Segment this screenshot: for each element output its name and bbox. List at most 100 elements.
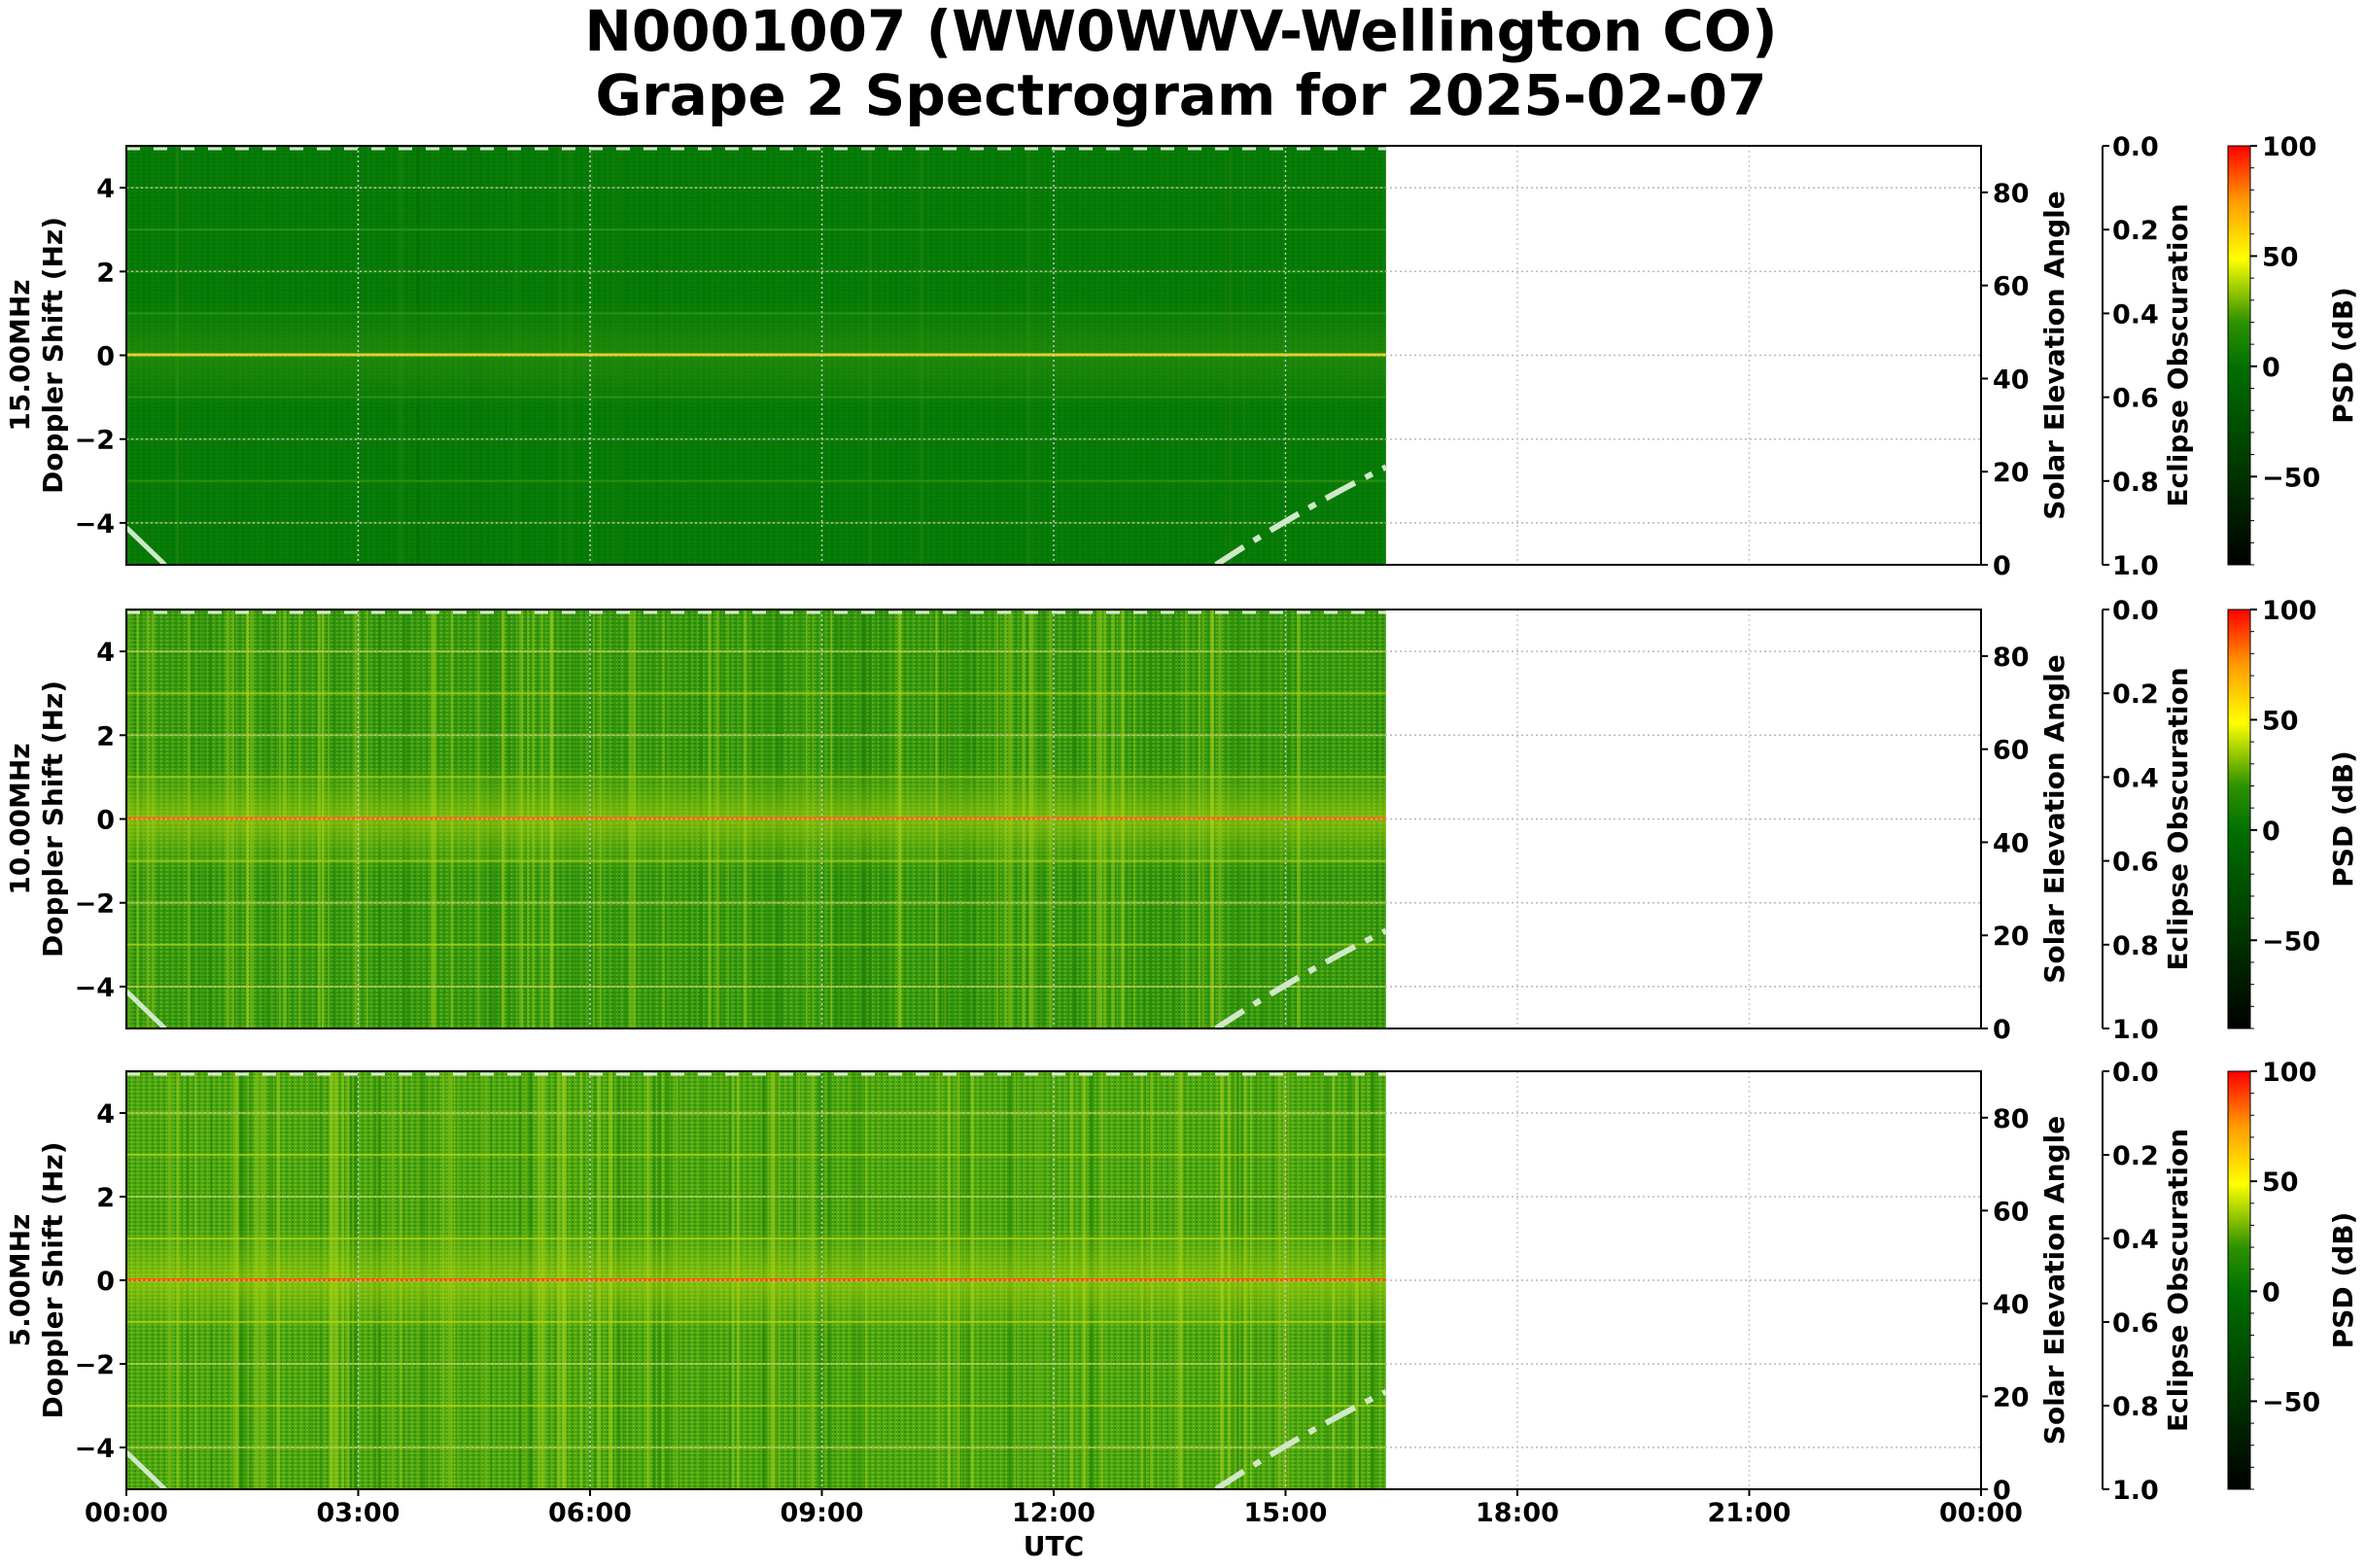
panel-10-00mhz: 420−2−410.00MHz Doppler Shift (Hz)0204060…: [4, 596, 2359, 1045]
colorbar-tick: −50: [2262, 1387, 2320, 1417]
eclipse-obscuration-axis-label: Eclipse Obscuration: [2162, 667, 2194, 970]
colorbar-tick: 100: [2262, 596, 2316, 626]
eclipse-obscuration-tick: 0.0: [2112, 132, 2159, 162]
eclipse-obscuration-tick: 1.0: [2112, 551, 2159, 581]
y-tick-label: 2: [96, 1183, 115, 1213]
x-tick-label: 09:00: [781, 1498, 864, 1528]
figure-title-line2: Grape 2 Spectrogram for 2025-02-07: [596, 62, 1767, 128]
x-tick-label: 00:00: [1939, 1498, 2023, 1528]
eclipse-obscuration-tick: 0.2: [2112, 1141, 2159, 1171]
doppler-shift-axis-label: Doppler Shift (Hz): [37, 217, 69, 494]
eclipse-obscuration-tick: 0.4: [2112, 1225, 2159, 1255]
panel-15-00mhz: 420−2−415.00MHz Doppler Shift (Hz)0204060…: [4, 132, 2359, 581]
eclipse-obscuration-tick: 0.6: [2112, 384, 2159, 414]
carrier-line: [126, 1278, 1386, 1281]
y-tick-label: −2: [75, 426, 115, 456]
solar-elevation-curve: [124, 525, 167, 567]
eclipse-obscuration-tick: 0.2: [2112, 216, 2159, 246]
eclipse-obscuration-tick: 0.2: [2112, 679, 2159, 710]
eclipse-obscuration-tick: 0.8: [2112, 468, 2159, 498]
y-tick-label: 4: [96, 638, 115, 668]
y-tick-label: −2: [75, 889, 115, 920]
solar-elevation-tick: 40: [1993, 365, 2030, 395]
eclipse-obscuration-tick: 1.0: [2112, 1015, 2159, 1045]
x-tick-label: 21:00: [1708, 1498, 1791, 1528]
x-tick-label: 15:00: [1244, 1498, 1328, 1528]
solar-elevation-curve: [1214, 464, 1388, 568]
frequency-label: 15.00MHz: [4, 279, 36, 431]
colorbar-tick: 50: [2262, 1167, 2299, 1198]
solar-elevation-axis-label: Solar Elevation Angle: [2038, 191, 2070, 519]
y-tick-label: 2: [96, 258, 115, 288]
frequency-label: 5.00MHz: [4, 1214, 36, 1347]
doppler-shift-axis-label: Doppler Shift (Hz): [37, 1141, 69, 1418]
solar-elevation-curve: [124, 1449, 167, 1491]
solar-elevation-curve: [124, 989, 167, 1030]
eclipse-obscuration-tick: 0.6: [2112, 1308, 2159, 1339]
solar-elevation-tick: 0: [1993, 1015, 2011, 1045]
solar-elevation-tick: 60: [1993, 272, 2030, 302]
x-tick-label: 12:00: [1012, 1498, 1096, 1528]
colorbar: [2227, 145, 2251, 566]
eclipse-obscuration-axis-label: Eclipse Obscuration: [2162, 1129, 2194, 1432]
x-axis-label: UTC: [1024, 1530, 1084, 1562]
y-tick-label: 4: [96, 1099, 115, 1130]
y-tick-label: 2: [96, 721, 115, 751]
solar-elevation-tick: 20: [1993, 1382, 2030, 1412]
x-tick-label: 06:00: [548, 1498, 632, 1528]
colorbar-tick: 50: [2262, 242, 2299, 272]
psd-colorbar-label: PSD (dB): [2327, 1212, 2359, 1349]
colorbar: [2227, 1070, 2251, 1490]
colorbar-tick: −50: [2262, 463, 2320, 493]
carrier-line: [126, 817, 1386, 820]
solar-elevation-tick: 40: [1993, 1290, 2030, 1320]
figure-title-line1: N0001007 (WW0WWV-Wellington CO): [584, 0, 1777, 64]
eclipse-obscuration-tick: 0.8: [2112, 931, 2159, 961]
colorbar-tick: 50: [2262, 706, 2299, 736]
doppler-shift-axis-label: Doppler Shift (Hz): [37, 680, 69, 958]
solar-elevation-tick: 80: [1993, 643, 2030, 673]
y-tick-label: −4: [75, 509, 115, 540]
eclipse-obscuration-tick: 0.4: [2112, 763, 2159, 793]
panels: 420−2−415.00MHz Doppler Shift (Hz)0204060…: [4, 132, 2359, 1506]
y-tick-label: 4: [96, 174, 115, 204]
y-tick-label: 0: [96, 1267, 115, 1297]
eclipse-obscuration-tick: 0.6: [2112, 848, 2159, 878]
solar-elevation-curve: [1214, 1388, 1388, 1492]
colorbar-tick: 0: [2262, 353, 2280, 383]
solar-elevation-tick: 20: [1993, 458, 2030, 488]
solar-elevation-axis-label: Solar Elevation Angle: [2038, 654, 2070, 983]
x-axis: 00:00 03:00 06:00 09:00 12:00 15:00 18:00 21:00…: [85, 1489, 2023, 1528]
y-tick-label: 0: [96, 342, 115, 372]
y-tick-label: −4: [75, 973, 115, 1003]
carrier-line: [126, 353, 1386, 357]
solar-elevation-tick: 0: [1993, 551, 2011, 581]
colorbar-tick: 100: [2262, 1058, 2316, 1088]
solar-elevation-tick: 80: [1993, 179, 2030, 209]
psd-colorbar-label: PSD (dB): [2327, 750, 2359, 888]
y-tick-label: −2: [75, 1350, 115, 1380]
solar-elevation-tick: 80: [1993, 1104, 2030, 1134]
solar-elevation-curve: [1214, 927, 1388, 1031]
y-tick-label: 0: [96, 806, 115, 836]
solar-elevation-tick: 40: [1993, 828, 2030, 858]
frequency-label: 10.00MHz: [4, 743, 36, 894]
solar-elevation-tick: 20: [1993, 922, 2030, 952]
psd-colorbar-label: PSD (dB): [2327, 287, 2359, 424]
solar-elevation-tick: 60: [1993, 1197, 2030, 1227]
eclipse-obscuration-tick: 0.4: [2112, 299, 2159, 330]
eclipse-obscuration-axis-label: Eclipse Obscuration: [2162, 203, 2194, 506]
eclipse-obscuration-tick: 0.0: [2112, 1058, 2159, 1088]
colorbar-tick: 0: [2262, 817, 2280, 847]
colorbar-tick: 100: [2262, 132, 2316, 162]
x-tick-label: 00:00: [85, 1498, 168, 1528]
colorbar-tick: 0: [2262, 1277, 2280, 1307]
solar-elevation-tick: 60: [1993, 736, 2030, 766]
eclipse-obscuration-tick: 1.0: [2112, 1476, 2159, 1506]
solar-elevation-axis-label: Solar Elevation Angle: [2038, 1116, 2070, 1445]
x-tick-label: 18:00: [1476, 1498, 1559, 1528]
solar-elevation-tick: 0: [1993, 1476, 2011, 1506]
panel-5-00mhz: 420−2−45.00MHz Doppler Shift (Hz)02040608…: [4, 1058, 2359, 1506]
x-tick-label: 03:00: [317, 1498, 400, 1528]
